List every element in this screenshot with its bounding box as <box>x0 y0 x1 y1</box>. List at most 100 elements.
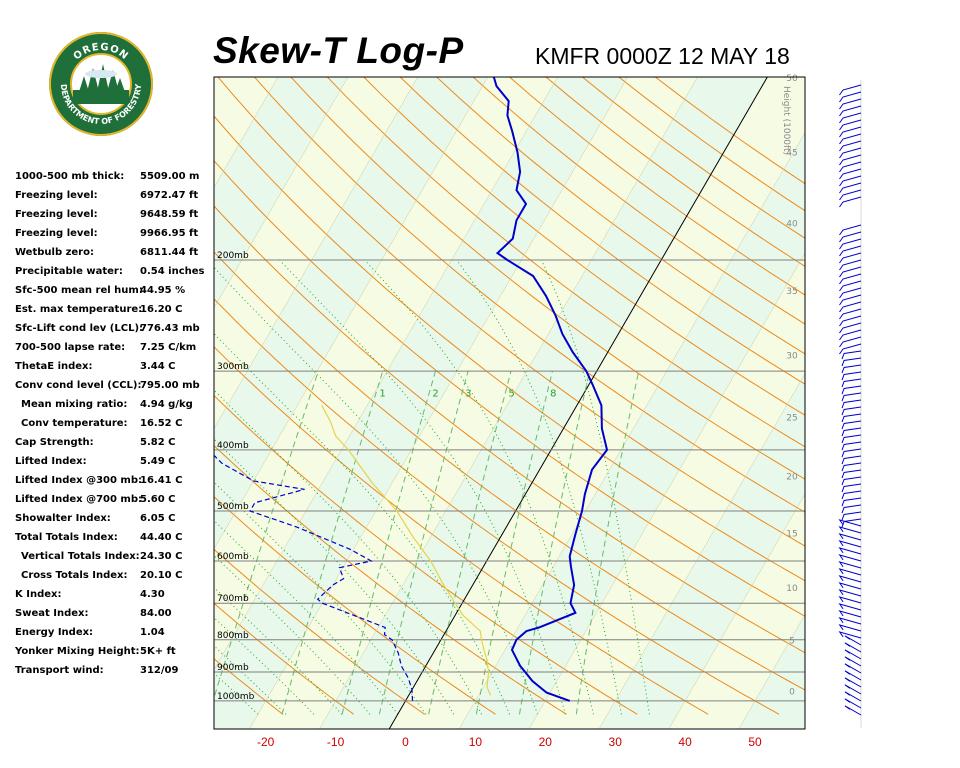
isotherm <box>249 77 628 729</box>
wind-barb <box>839 112 862 124</box>
isotherm <box>214 77 558 671</box>
mixing-ratio-line <box>575 370 640 715</box>
wind-barb <box>844 670 862 681</box>
isotherm <box>598 373 805 729</box>
stat-value: 84.00 <box>140 608 172 619</box>
stat-row: Total Totals Index: 44.40 C <box>15 529 215 548</box>
wind-barb <box>839 119 862 131</box>
stat-row: Mean mixing ratio: 4.94 g/kg <box>15 396 215 415</box>
stat-value: 20.10 C <box>140 570 183 581</box>
stat-row: Transport wind: 312/09 <box>15 662 215 681</box>
stat-value: 0.54 inches <box>140 266 205 277</box>
wind-barb <box>839 238 862 250</box>
moist-adiabat <box>214 616 315 715</box>
pressure-label: 600mb <box>217 552 249 562</box>
wind-barb <box>841 413 862 423</box>
wind-barb <box>844 691 862 702</box>
wind-barb <box>841 427 862 437</box>
x-tick-label: 0 <box>402 735 409 749</box>
wind-barb <box>839 301 862 313</box>
stat-value: 6.05 C <box>140 513 176 524</box>
wind-barb <box>839 280 862 292</box>
wind-barb <box>839 308 862 320</box>
wind-barb <box>839 133 862 145</box>
wind-barb <box>841 434 862 444</box>
temperature-band <box>0 77 138 729</box>
mixing-ratio-line <box>428 370 512 715</box>
stat-row: Energy Index: 1.04 <box>15 624 215 643</box>
stat-row: Sweat Index: 84.00 <box>15 605 215 624</box>
wind-barb <box>839 175 862 187</box>
station-time-label: KMFR 0000Z 12 MAY 18 <box>535 43 790 69</box>
wind-barb <box>838 589 862 597</box>
wind-barb <box>838 624 862 632</box>
stat-value: 795.00 mb <box>140 380 200 391</box>
stat-value: 5.49 C <box>140 456 176 467</box>
pressure-label: 800mb <box>217 631 249 641</box>
wind-barb <box>838 554 862 562</box>
pressure-label: 500mb <box>217 502 249 512</box>
dry-adiabat <box>0 70 212 714</box>
temperature-band <box>389 77 805 729</box>
wind-barb <box>839 105 862 117</box>
dry-adiabat <box>214 444 567 715</box>
stat-label: K Index: <box>15 589 62 600</box>
wind-barb <box>839 231 862 243</box>
dry-adiabat <box>290 77 805 480</box>
wind-barb <box>838 603 862 611</box>
dry-adiabat <box>326 77 805 448</box>
wind-barb <box>841 455 862 465</box>
dry-adiabat <box>253 77 805 513</box>
pressure-label: 1000mb <box>217 692 255 702</box>
wind-barb <box>838 631 862 639</box>
stat-label: 1000-500 mb thick: <box>15 171 125 182</box>
wind-barb <box>841 483 862 493</box>
stat-value: 16.41 C <box>140 475 183 486</box>
wind-barb <box>839 189 862 201</box>
stat-label: Est. max temperature: <box>15 304 143 315</box>
wind-barb <box>838 610 862 618</box>
dewpoint-trace <box>214 454 414 701</box>
mixing-ratio-line <box>341 370 436 715</box>
height-tick-label: 5 <box>789 637 795 647</box>
stat-row: Wetbulb zero: 6811.44 ft <box>15 244 215 263</box>
wind-barb <box>838 596 862 604</box>
wind-barb <box>844 642 862 653</box>
mixing-ratio-line <box>475 370 553 715</box>
height-tick-label: 30 <box>786 352 798 362</box>
dry-adiabat <box>363 77 805 416</box>
wind-barb <box>839 329 862 341</box>
dry-adiabat <box>435 77 805 355</box>
wind-barb <box>841 448 862 458</box>
pressure-label: 400mb <box>217 441 249 451</box>
dry-adiabat <box>214 394 638 715</box>
stat-label: Transport wind: <box>15 665 104 676</box>
isotherm <box>214 77 349 309</box>
wind-barb <box>841 511 862 521</box>
stat-row: Sfc-Lift cond lev (LCL): 776.43 mb <box>15 320 215 339</box>
wind-barb <box>841 399 862 409</box>
wind-barb <box>844 663 862 674</box>
dry-adiabat <box>214 548 425 715</box>
height-tick-label: 20 <box>786 473 798 483</box>
stat-label: Lifted Index @700 mb: <box>15 494 142 505</box>
dry-adiabat <box>214 205 805 654</box>
dry-adiabat <box>214 298 780 715</box>
wind-barb <box>841 364 862 374</box>
wind-barb <box>838 568 862 576</box>
stat-value: 5.82 C <box>140 437 176 448</box>
stat-label: Freezing level: <box>15 228 98 239</box>
isotherm <box>809 77 960 729</box>
isotherm <box>214 77 488 550</box>
stat-label: Sfc-Lift cond lev (LCL): <box>15 323 144 334</box>
wind-barb <box>839 98 862 110</box>
temperature-trace <box>492 77 609 702</box>
pressure-label: 300mb <box>217 362 249 372</box>
isotherm <box>0 77 68 729</box>
stat-label: ThetaE index: <box>15 361 93 372</box>
wind-barb <box>839 259 862 271</box>
moist-adiabat <box>214 266 538 715</box>
stat-value: 4.30 <box>140 589 165 600</box>
height-tick-label: 40 <box>786 220 798 230</box>
mixing-ratio-line <box>281 370 384 715</box>
